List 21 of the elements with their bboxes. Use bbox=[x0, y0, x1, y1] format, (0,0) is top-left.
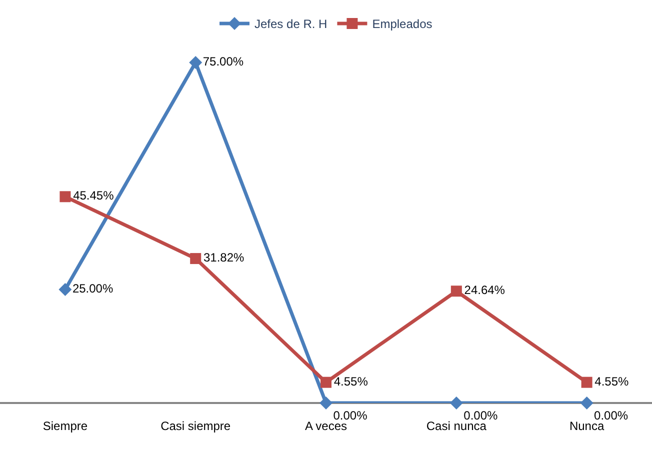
data-label: 75.00% bbox=[202, 54, 244, 68]
data-label: 45.45% bbox=[73, 188, 114, 203]
data-label: 4.55% bbox=[334, 374, 368, 388]
data-label: 31.82% bbox=[203, 250, 245, 265]
point bbox=[189, 56, 202, 69]
point bbox=[320, 376, 332, 388]
data-label: 25.00% bbox=[72, 282, 114, 296]
point bbox=[190, 253, 202, 264]
data-label: 4.55% bbox=[594, 374, 630, 388]
point bbox=[320, 396, 332, 410]
legend-label: Empleados bbox=[372, 17, 432, 32]
point bbox=[580, 396, 594, 410]
x-tick-label: Casi siempre bbox=[160, 419, 231, 433]
point bbox=[60, 191, 71, 202]
point bbox=[450, 396, 463, 410]
legend-label: Jefes de R. H bbox=[254, 17, 328, 32]
x-tick-label: Siempre bbox=[42, 419, 88, 433]
data-label: 24.64% bbox=[464, 283, 506, 298]
point bbox=[58, 283, 72, 296]
point bbox=[450, 286, 462, 297]
point bbox=[581, 376, 592, 388]
